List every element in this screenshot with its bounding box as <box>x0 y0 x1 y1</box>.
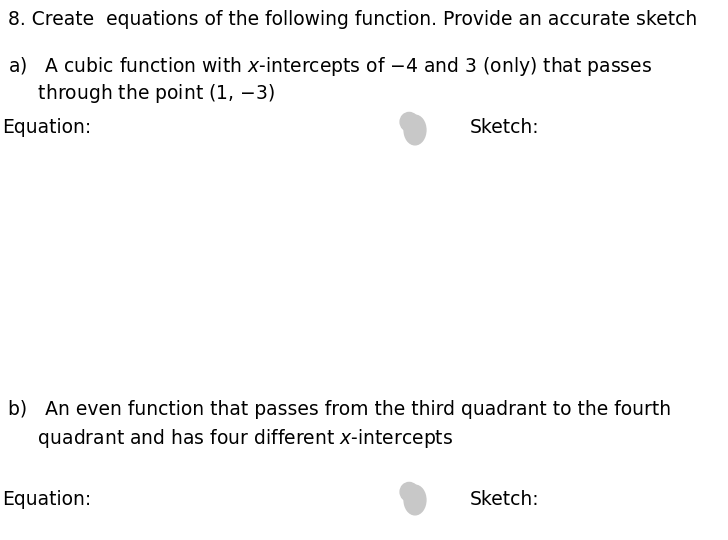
Text: through the point (1, $-$3): through the point (1, $-$3) <box>8 82 274 105</box>
Text: Equation:: Equation: <box>2 118 91 137</box>
Text: Sketch:: Sketch: <box>470 118 539 137</box>
Text: quadrant and has four different $x$-intercepts: quadrant and has four different $x$-inte… <box>8 427 453 450</box>
Text: a)   A cubic function with $x$-intercepts of $-$4 and 3 (only) that passes: a) A cubic function with $x$-intercepts … <box>8 55 652 78</box>
Text: b)   An even function that passes from the third quadrant to the fourth: b) An even function that passes from the… <box>8 400 671 419</box>
Text: Sketch:: Sketch: <box>470 490 539 509</box>
Text: Equation:: Equation: <box>2 490 91 509</box>
Text: 8. Create  equations of the following function. Provide an accurate sketch: 8. Create equations of the following fun… <box>8 10 697 29</box>
